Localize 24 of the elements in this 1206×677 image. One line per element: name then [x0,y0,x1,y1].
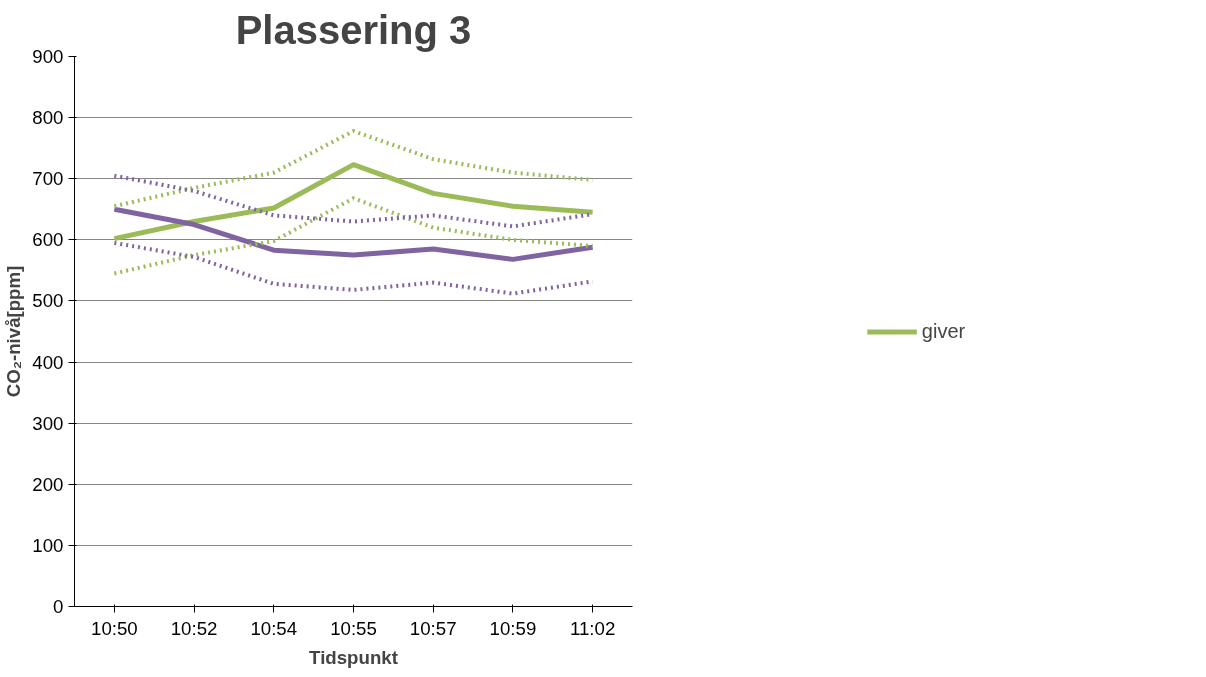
chart-title: Plassering 3 [235,7,472,52]
y-tick-label: 0 [53,596,64,617]
x-tick-label: 11:02 [569,617,616,639]
y-tick-label: 700 [32,168,64,190]
x-tick-label: 10:50 [91,617,138,639]
line-series [112,129,595,209]
y-axis-title: CO₂-nivå[ppm] [3,265,25,398]
y-tick-label: 800 [32,107,64,129]
x-tick-label: 10:57 [409,617,457,639]
x-tick-label: 10:52 [170,617,218,639]
y-tick-label: 400 [32,351,64,373]
legend-label: giver [921,319,966,343]
line-series [112,240,595,296]
y-tick-label: 200 [32,473,64,495]
line-series [112,196,595,276]
y-tick-label: 100 [32,534,64,556]
y-tick-label: 300 [32,412,64,434]
y-tick-label: 600 [32,229,64,251]
y-tick-label: 900 [32,46,64,67]
y-tick-label: 500 [32,290,64,312]
x-tick-label: 10:59 [489,617,537,639]
x-tick-label: 10:55 [330,617,377,639]
x-axis-title: Tidspunkt [309,646,398,668]
x-tick-label: 10:54 [250,617,298,639]
